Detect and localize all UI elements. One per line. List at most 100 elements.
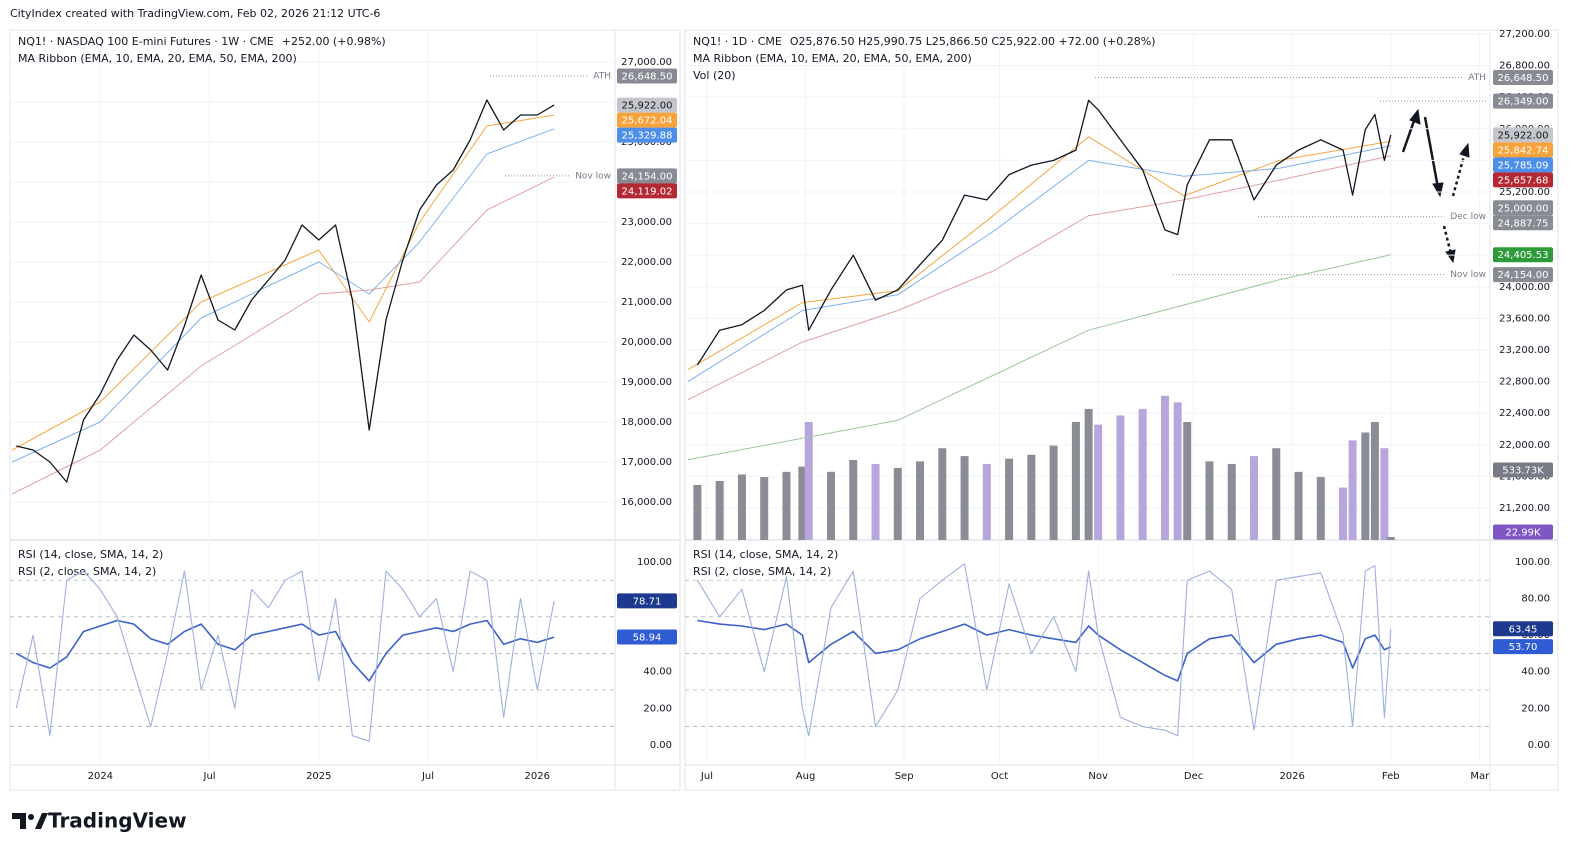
price-badge-label: 26,648.50: [1498, 73, 1549, 84]
volume-bar: [1094, 424, 1103, 540]
price-badge: [1493, 93, 1553, 109]
price-badge: [1493, 247, 1553, 263]
volume-bar: [1386, 536, 1395, 540]
rsi-tick-label: 40.00: [1521, 667, 1550, 678]
x-tick-label: 2026: [525, 771, 550, 782]
indicator-title: MA Ribbon (EMA, 10, EMA, 20, EMA, 50, EM…: [693, 52, 972, 65]
price-badge: [1493, 267, 1553, 283]
price-badge-label: 533.73K: [1502, 466, 1544, 477]
price-badge-label: 25,922.00: [1498, 130, 1549, 141]
rsi-tick-label: 20.00: [1521, 703, 1550, 714]
price-badge-label: 24,119.02: [622, 186, 673, 197]
header: CityIndex created with TradingView.com, …: [10, 7, 380, 20]
rsi-line: [15, 570, 555, 742]
ema-line: [11, 128, 555, 463]
volume-bar: [804, 422, 813, 540]
price-line: [696, 99, 1392, 366]
rsi-line: [697, 619, 1392, 682]
level-annotation: ATH: [1468, 73, 1486, 83]
price-badge: [617, 112, 677, 128]
volume-bar: [1272, 448, 1281, 540]
rsi-tick-label: 20.00: [643, 703, 672, 714]
price-badge: [617, 168, 677, 184]
price-badge: [617, 593, 677, 609]
panel-border: [684, 29, 1559, 791]
volume-bar: [938, 448, 947, 540]
x-tick-label: Jul: [700, 771, 713, 782]
y-tick-label: 16,000.00: [621, 497, 672, 508]
indicator-title: MA Ribbon (EMA, 10, EMA, 20, EMA, 50, EM…: [18, 52, 297, 65]
price-badge-label: 25,672.04: [622, 116, 673, 127]
price-line: [16, 99, 555, 483]
price-badge: [1493, 127, 1553, 143]
ema-line: [687, 254, 1391, 461]
y-tick-label: 22,800.00: [1499, 377, 1550, 388]
volume-bar: [782, 471, 791, 540]
level-annotation: ATH: [593, 72, 611, 82]
price-badge-label: 25,000.00: [1498, 203, 1549, 214]
price-badge-label: 25,922.00: [622, 101, 673, 112]
price-badge: [1493, 142, 1553, 158]
x-tick-label: 2025: [306, 771, 331, 782]
y-tick-label: 22,400.00: [1499, 408, 1550, 419]
ema-line: [687, 145, 1391, 383]
volume-bar: [1173, 402, 1182, 540]
x-tick-label: Dec: [1184, 771, 1203, 782]
arrows: [1401, 108, 1470, 264]
price-badge: [617, 127, 677, 143]
price-badge: [617, 68, 677, 84]
price-badge-label: 63.45: [1509, 624, 1538, 635]
volume-bar: [1339, 487, 1348, 540]
volume-bar: [1138, 408, 1147, 540]
volume-bar: [1380, 448, 1389, 540]
rsi-title: RSI (14, close, SMA, 14, 2): [18, 548, 163, 561]
price-badge: [617, 97, 677, 113]
y-tick-label: 23,000.00: [621, 217, 672, 228]
price-badge-label: 26,349.00: [1498, 97, 1549, 108]
price-badge: [1493, 157, 1553, 173]
price-badge-label: 24,154.00: [1498, 270, 1549, 281]
volume-bar: [1027, 454, 1036, 540]
rsi-line: [696, 563, 1392, 737]
x-tick-label: Jul: [421, 771, 434, 782]
rsi-line: [15, 619, 555, 682]
volume-bar: [1361, 432, 1370, 540]
y-tick-label: 23,600.00: [1499, 313, 1550, 324]
x-tick-label: Oct: [991, 771, 1008, 782]
y-tick-label: 22,000.00: [621, 257, 672, 268]
volume-bar: [1049, 445, 1058, 540]
rsi-tick-label: 40.00: [643, 667, 672, 678]
chart-title: NQ1! · 1D · CME: [693, 35, 782, 48]
level-annotation: Nov low: [1450, 270, 1486, 280]
ema-line: [687, 136, 1391, 371]
price-badge-label: 25,842.74: [1498, 145, 1549, 156]
y-tick-label: 22,000.00: [1499, 440, 1550, 451]
price-badge: [1493, 215, 1553, 231]
x-tick-label: Mar: [1470, 771, 1490, 782]
y-tick-label: 17,000.00: [621, 457, 672, 468]
volume-bar: [982, 463, 991, 540]
y-tick-label: 21,200.00: [1499, 503, 1550, 514]
price-badge: [1493, 172, 1553, 188]
ema-line: [11, 114, 555, 451]
x-tick-label: Nov: [1088, 771, 1108, 782]
volume-bar: [737, 474, 746, 540]
volume-bar: [871, 463, 880, 540]
price-badge: [1493, 462, 1553, 478]
price-badge: [1493, 70, 1553, 86]
y-tick-label: 18,000.00: [621, 417, 672, 428]
volume-bar: [1227, 463, 1236, 540]
chart-title: NQ1! · NASDAQ 100 E-mini Futures · 1W · …: [18, 35, 274, 48]
ema-line: [11, 176, 555, 495]
volume-bar: [916, 461, 925, 540]
price-badge: [1493, 524, 1553, 540]
quote: +252.00 (+0.98%): [282, 35, 386, 48]
price-badge-label: 25,785.09: [1498, 160, 1549, 171]
volume-bar: [1205, 461, 1214, 540]
volume-bar: [798, 466, 807, 540]
price-badge-label: 22.99K: [1505, 528, 1541, 539]
volume-bar: [1183, 422, 1192, 540]
volume-bar: [1116, 415, 1125, 540]
price-badge: [617, 183, 677, 199]
volume-bar: [760, 477, 769, 540]
